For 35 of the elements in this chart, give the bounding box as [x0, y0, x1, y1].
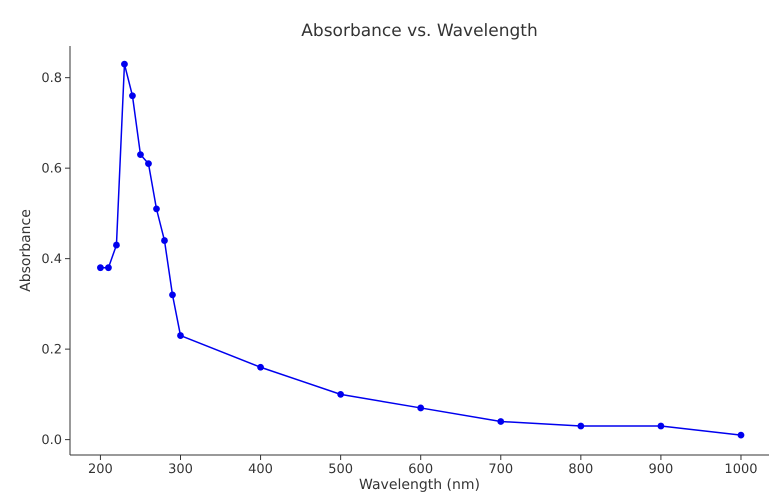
x-tick-label: 400 [248, 462, 273, 477]
point [177, 332, 184, 339]
point [497, 418, 504, 425]
point [169, 291, 176, 298]
y-tick-label: 0.0 [41, 433, 62, 448]
x-tick-label: 800 [568, 462, 594, 477]
point [121, 60, 128, 68]
y-tick-label: 0.6 [41, 162, 62, 177]
x-tick-label: 1000 [724, 462, 758, 477]
x-tick-label: 300 [168, 462, 193, 477]
point [113, 242, 120, 248]
x-tick-label: 900 [648, 462, 674, 477]
y-tick-label: 0.8 [41, 71, 62, 86]
chart-title: Absorbance vs. Wavelength [301, 21, 538, 41]
point [145, 160, 152, 168]
point [105, 264, 112, 272]
point [257, 364, 264, 371]
x-axis-title: Wavelength (nm) [359, 477, 480, 493]
point [577, 422, 584, 430]
point [337, 390, 344, 398]
point [738, 432, 744, 438]
point [658, 422, 664, 430]
point [153, 206, 160, 212]
x-tick-label: 500 [328, 462, 354, 477]
point [137, 151, 144, 158]
y-tick-label: 0.2 [41, 342, 62, 358]
x-tick-label: 600 [408, 462, 434, 477]
x-tick-label: 200 [88, 462, 113, 477]
point [97, 264, 104, 272]
y-tick-label: 0.4 [41, 252, 62, 268]
point [161, 237, 168, 244]
point [417, 404, 424, 412]
point [129, 92, 136, 100]
y-axis-title: Absorbance [18, 209, 34, 292]
x-tick-label: 700 [488, 462, 514, 477]
